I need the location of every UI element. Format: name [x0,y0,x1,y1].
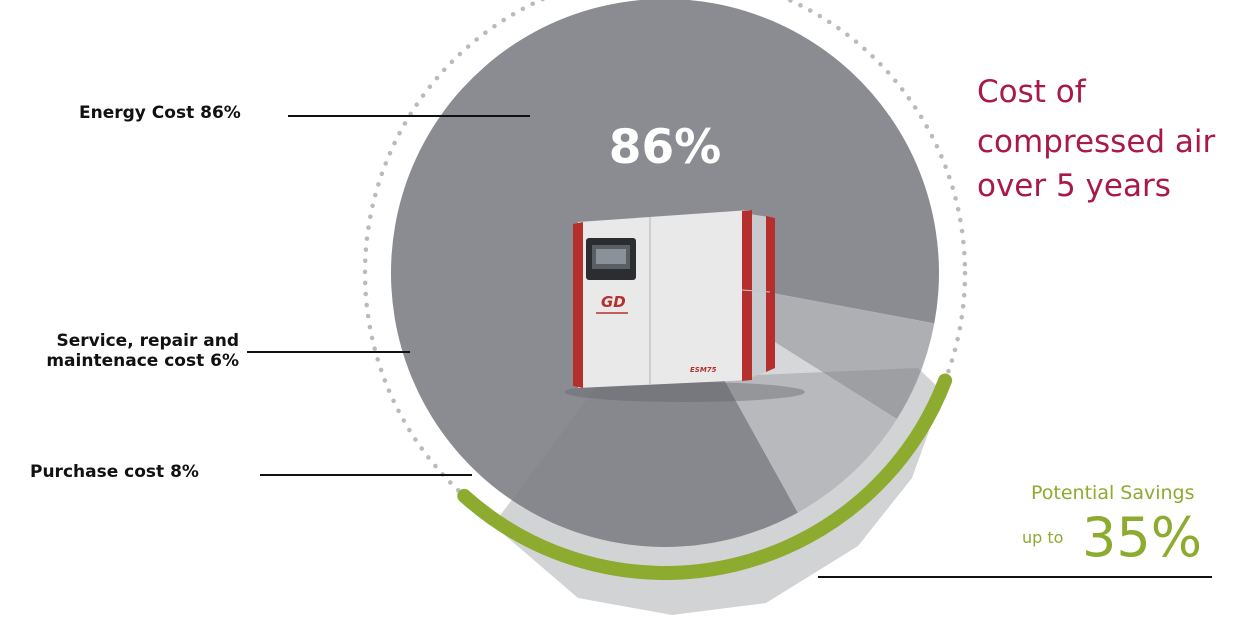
legend-label-service: Service, repair and maintenace cost 6% [37,331,239,371]
legend-label-energy: Energy Cost 86% [79,103,241,123]
legend-label-service-line2: maintenace cost 6% [46,351,239,371]
savings-label: Potential Savings [1031,482,1195,504]
savings-arc [457,373,953,580]
chart-title-line-2: compressed air [977,124,1216,160]
legend-label-service-line1: Service, repair and [56,331,239,351]
dotted-ring [362,0,968,576]
compressor-logo: GD [601,293,626,311]
slice-value-service: 6% [425,326,499,376]
compressor-image: GD ESM75 [565,210,805,402]
floor-shadow [493,368,943,615]
slice-value-purchase: 8% [449,410,523,460]
compressor-model: ESM75 [690,366,717,374]
savings-value: 35% [1082,506,1203,569]
chart-title-line-3: over 5 years [977,168,1171,204]
savings-prefix: up to [1022,528,1064,547]
slice-value-energy: 86% [608,120,722,175]
chart-title-line-1: Cost of [977,74,1086,110]
legend-label-purchase: Purchase cost 8% [30,462,199,482]
